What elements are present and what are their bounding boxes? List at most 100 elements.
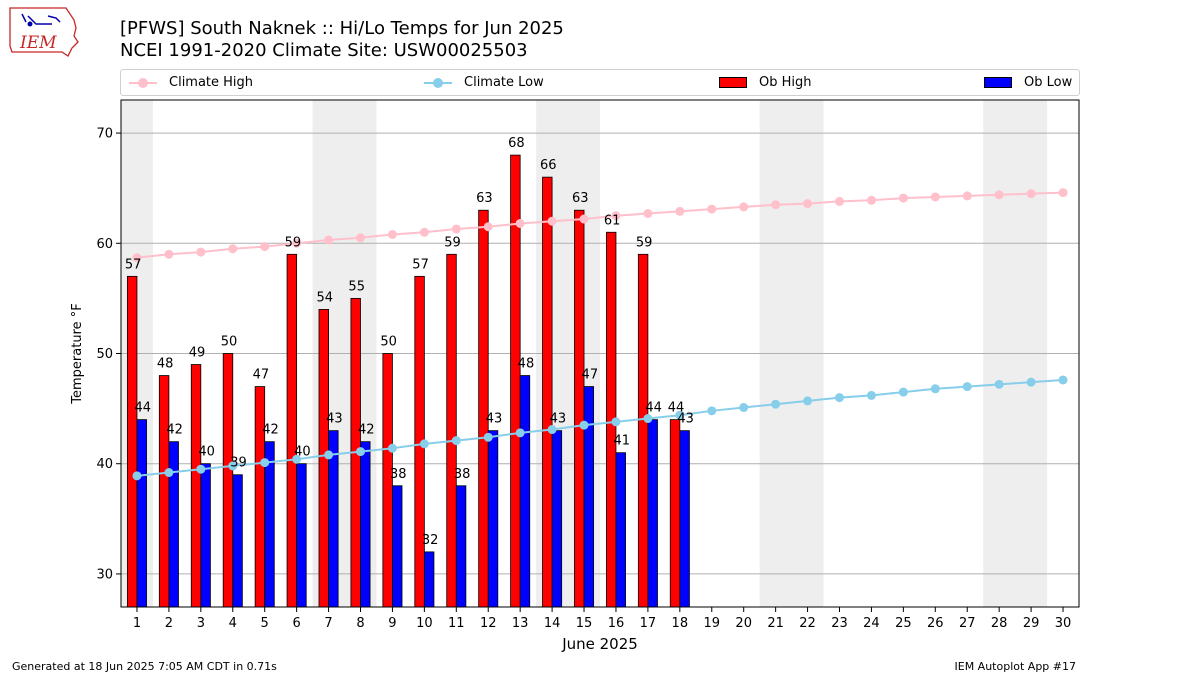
x-tick-label: 21 — [767, 616, 784, 631]
climate-low-point — [835, 393, 844, 403]
ob-high-bar — [286, 253, 298, 608]
legend-label: Climate Low — [464, 75, 544, 90]
climate-high-point — [643, 209, 653, 219]
ob-high-bar — [574, 209, 585, 608]
ob-low-label: 42 — [358, 423, 375, 438]
climate-high-point — [962, 191, 972, 201]
ob-low-bar — [487, 430, 499, 608]
ob-low-bar — [679, 430, 690, 608]
climate-high-point — [1058, 188, 1068, 198]
ob-high-label: 59 — [444, 235, 461, 250]
x-tick-label: 14 — [544, 616, 561, 631]
climate-high-point — [930, 192, 940, 202]
climate-low-point — [579, 420, 589, 430]
ob-high-label: 54 — [317, 290, 334, 305]
ob-low-bar — [647, 419, 658, 608]
climate-high-point — [675, 206, 685, 216]
ob-high-label: 57 — [125, 257, 142, 272]
x-tick-label: 15 — [576, 616, 593, 631]
climate-low-point — [196, 464, 206, 474]
x-tick-label: 26 — [927, 616, 944, 631]
ob-low-label: 43 — [486, 412, 503, 427]
ob-low-label: 43 — [326, 412, 343, 427]
x-tick-label: 2 — [165, 616, 173, 631]
ob-low-label: 43 — [550, 412, 567, 427]
ob-low-label: 40 — [294, 445, 311, 460]
ob-high-label: 49 — [189, 346, 206, 361]
climate-low-point — [419, 439, 429, 449]
x-tick-label: 13 — [512, 616, 529, 631]
climate-low-point — [387, 443, 397, 453]
ob-high-bar — [254, 386, 266, 608]
climate-low-point — [675, 410, 685, 420]
ob-high-label: 55 — [348, 279, 365, 294]
climate-low-point — [739, 403, 749, 413]
ob-low-bar — [136, 419, 147, 608]
ob-low-label: 38 — [454, 467, 471, 482]
ob-high-label: 68 — [508, 136, 525, 151]
ob-high-bar — [637, 253, 649, 608]
iem-logo: IEM — [9, 7, 79, 57]
climate-high-point — [1026, 189, 1036, 199]
ob-low-bar — [232, 474, 243, 608]
x-tick-label: 20 — [735, 616, 752, 631]
climate-high-point — [228, 244, 238, 254]
x-tick-label: 29 — [1023, 616, 1040, 631]
climate-low-point — [866, 390, 876, 400]
climate-high-point — [611, 211, 621, 221]
footer-generated: Generated at 18 Jun 2025 7:05 AM CDT in … — [12, 660, 277, 673]
ob-high-bar — [446, 253, 457, 608]
legend-item-ob-high: Ob High — [719, 70, 812, 95]
legend-label: Climate High — [169, 75, 254, 90]
legend-label: Ob Low — [1024, 75, 1073, 90]
x-tick-label: 23 — [831, 616, 848, 631]
ob-high-bar — [669, 419, 681, 608]
x-tick-label: 7 — [324, 616, 332, 631]
ob-low-bar — [296, 463, 307, 608]
climate-low-point — [803, 396, 813, 406]
x-tick-label: 10 — [416, 616, 433, 631]
climate-low-point — [292, 454, 302, 464]
climate-low-point — [994, 379, 1004, 389]
logo-text: IEM — [19, 33, 57, 53]
x-tick-label: 3 — [197, 616, 205, 631]
climate-low-point — [547, 425, 557, 435]
climate-low-point — [132, 471, 142, 481]
ob-low-label: 42 — [166, 423, 183, 438]
x-tick-label: 16 — [608, 616, 625, 631]
climate-high-point — [260, 242, 270, 252]
x-tick-label: 5 — [261, 616, 269, 631]
ob-low-label: 44 — [134, 401, 151, 416]
ob-high-label: 66 — [540, 158, 557, 173]
legend-item-climate-low: Climate Low — [424, 70, 544, 95]
x-tick-label: 6 — [292, 616, 300, 631]
ob-low-label: 32 — [422, 533, 439, 548]
ob-high-bar — [222, 353, 234, 608]
climate-high-point — [132, 253, 142, 263]
climate-high-point — [292, 238, 302, 248]
legend-line-marker-icon — [424, 77, 452, 88]
ob-high-label: 50 — [221, 335, 238, 350]
climate-low-point — [164, 468, 174, 478]
legend-label: Ob High — [759, 75, 812, 90]
climate-low-point — [515, 428, 525, 438]
y-tick-label: 40 — [96, 457, 113, 472]
climate-high-point — [164, 249, 174, 259]
climate-low-point — [771, 399, 781, 409]
climate-low-point — [1058, 375, 1068, 385]
x-tick-label: 19 — [703, 616, 720, 631]
ob-high-bar — [158, 375, 170, 608]
climate-low-point — [611, 417, 621, 427]
climate-high-point — [579, 214, 589, 224]
climate-high-point — [803, 199, 813, 209]
climate-low-point — [1026, 377, 1036, 387]
ob-low-label: 40 — [198, 445, 215, 460]
x-tick-label: 9 — [388, 616, 396, 631]
ob-high-label: 47 — [253, 368, 270, 383]
climate-high-point — [771, 200, 781, 210]
climate-low-point — [930, 384, 940, 394]
ob-low-bar — [423, 551, 435, 608]
x-tick-label: 25 — [895, 616, 912, 631]
climate-low-point — [260, 458, 270, 468]
